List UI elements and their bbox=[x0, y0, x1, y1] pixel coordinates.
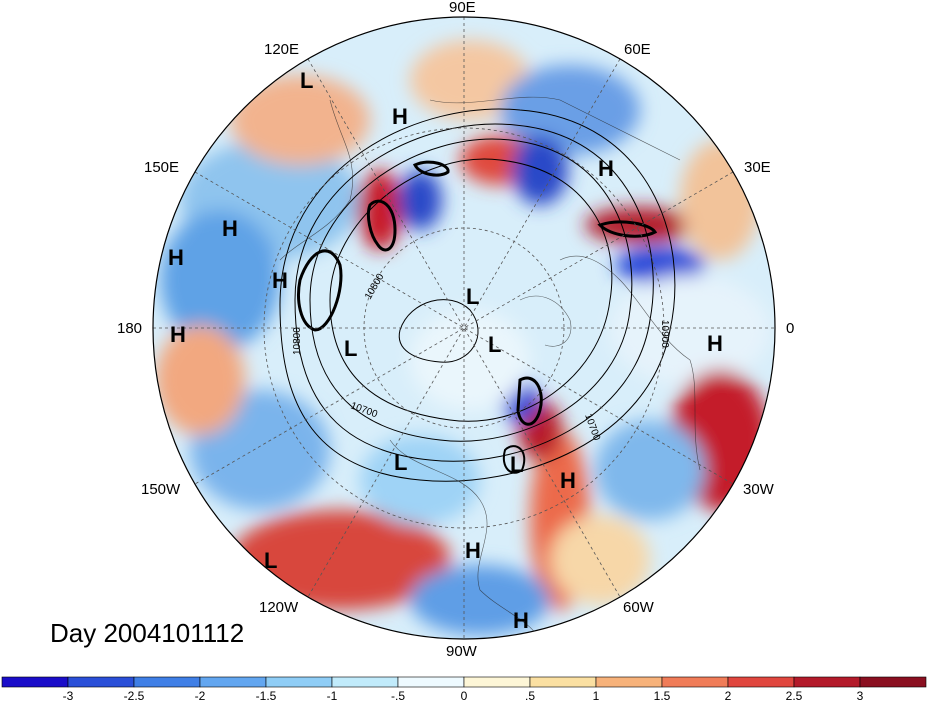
colorbar-tick-label: -.5 bbox=[390, 689, 406, 703]
colorbar-tick-label: -2 bbox=[194, 689, 206, 703]
colorbar-tick-label: -1 bbox=[326, 689, 338, 703]
colorbar-swatch bbox=[397, 676, 465, 688]
graticule bbox=[153, 17, 775, 639]
pressure-center: H bbox=[272, 268, 288, 293]
pressure-center: H bbox=[465, 538, 481, 563]
longitude-label-120w: 120W bbox=[259, 599, 299, 616]
colorbar-tick-label: -2.5 bbox=[123, 689, 145, 703]
pressure-center: L bbox=[300, 68, 313, 93]
pressure-center: L bbox=[394, 450, 407, 475]
colorbar-tick-label: 2 bbox=[724, 689, 732, 703]
colorbar-tick-label: 0 bbox=[460, 689, 468, 703]
longitude-label-150w: 150W bbox=[141, 481, 181, 498]
colorbar-tick-label: 1.5 bbox=[653, 689, 671, 703]
longitude-label-90e: 90E bbox=[449, 0, 476, 16]
contour-label: 10900 bbox=[659, 320, 670, 348]
longitude-label-90w: 90W bbox=[446, 643, 477, 660]
colorbar-tick-label: .5 bbox=[524, 689, 536, 703]
colorbar-swatch bbox=[199, 676, 267, 688]
pressure-center: H bbox=[598, 156, 614, 181]
height-contours bbox=[279, 108, 676, 482]
colorbar-swatch bbox=[331, 676, 399, 688]
colorbar-swatch bbox=[793, 676, 861, 688]
colorbar-swatch bbox=[463, 676, 531, 688]
colorbar-swatch bbox=[67, 676, 135, 688]
pressure-center: L bbox=[488, 332, 501, 357]
colorbar-swatch bbox=[727, 676, 795, 688]
colorbar-tick-label: 3 bbox=[856, 689, 864, 703]
colorbar-swatch bbox=[859, 676, 927, 688]
longitude-label-150e: 150E bbox=[144, 159, 180, 176]
pressure-center: H bbox=[560, 468, 576, 493]
pressure-center: H bbox=[170, 322, 186, 347]
pressure-center: H bbox=[392, 104, 408, 129]
longitude-label-180: 180 bbox=[117, 320, 143, 337]
colorbar-tick-label: 2.5 bbox=[785, 689, 803, 703]
longitude-label-60w: 60W bbox=[623, 599, 654, 616]
pressure-center: L bbox=[510, 452, 523, 477]
colorbar-swatch bbox=[595, 676, 663, 688]
longitude-label-60e: 60E bbox=[624, 41, 651, 58]
colorbar-tick-label: -1.5 bbox=[255, 689, 277, 703]
pressure-center: H bbox=[168, 245, 184, 270]
pressure-center: H bbox=[222, 216, 238, 241]
colorbar bbox=[1, 676, 927, 688]
colorbar-swatch bbox=[1, 676, 69, 688]
pressure-center: H bbox=[707, 331, 723, 356]
pressure-center: L bbox=[344, 336, 357, 361]
longitude-label-30e: 30E bbox=[744, 159, 771, 176]
colorbar-tick-label: -3 bbox=[62, 689, 74, 703]
colorbar-swatch bbox=[133, 676, 201, 688]
colorbar-swatch bbox=[529, 676, 597, 688]
longitude-label-0: 0 bbox=[786, 320, 795, 337]
pressure-center-markers: L H H H H H H L L L H L L H L H H bbox=[168, 68, 723, 633]
map-boundary bbox=[152, 16, 776, 640]
colorbar-swatch bbox=[661, 676, 729, 688]
colorbar-swatch bbox=[265, 676, 333, 688]
pressure-center: H bbox=[513, 608, 529, 633]
longitude-label-120e: 120E bbox=[264, 41, 300, 58]
pressure-center: L bbox=[264, 548, 277, 573]
longitude-label-30w: 30W bbox=[743, 481, 774, 498]
day-label: Day 2004101112 bbox=[50, 618, 245, 648]
colorbar-tick-label: 1 bbox=[592, 689, 600, 703]
contour-label: 10800 bbox=[292, 327, 303, 355]
pressure-center: L bbox=[466, 284, 479, 309]
